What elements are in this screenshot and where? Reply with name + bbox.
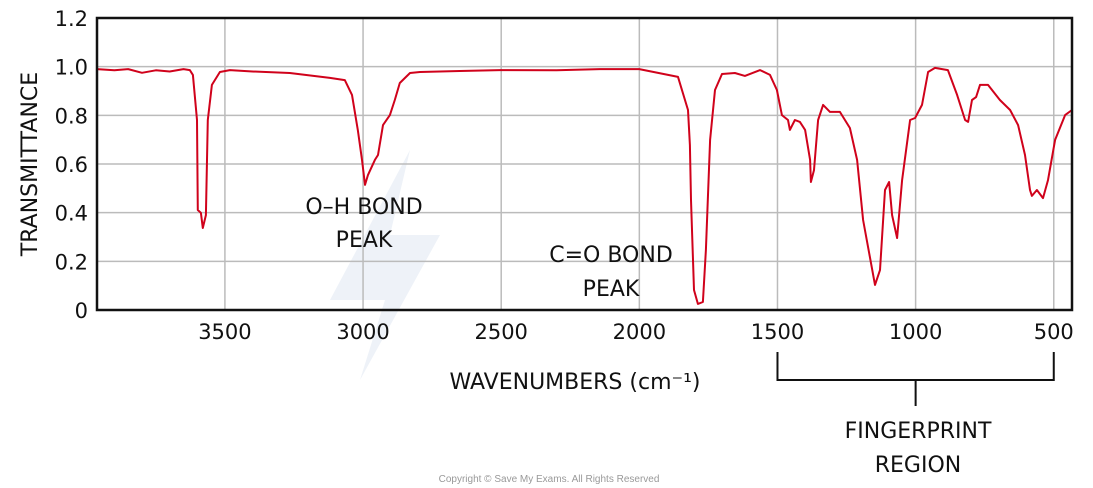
- y-tick-label: 1.2: [55, 7, 88, 31]
- fingerprint-bracket: [776, 352, 1055, 406]
- x-axis-label: WAVENUMBERS (cm⁻¹): [449, 370, 700, 395]
- x-tick-label: 1500: [751, 320, 804, 344]
- y-tick-label: 1.0: [55, 56, 88, 80]
- y-tick-label: 0.6: [55, 153, 88, 177]
- watermark-bolt-icon: [330, 150, 440, 380]
- fingerprint-label-line-2: REGION: [875, 453, 962, 478]
- y-tick-label: 0.2: [55, 250, 88, 274]
- fingerprint-label-line-1: FINGERPRINT: [845, 419, 992, 444]
- oh-annotation-line-1: O–H BOND: [305, 195, 422, 220]
- x-tick-label: 3500: [198, 320, 251, 344]
- x-tick-label: 3000: [336, 320, 389, 344]
- y-tick-label: 0.8: [55, 104, 88, 128]
- y-tick-label: 0: [75, 299, 88, 323]
- x-tick-label: 500: [1034, 320, 1074, 344]
- co-annotation-line-2: PEAK: [583, 277, 640, 302]
- plot-frame: [95, 16, 1074, 312]
- y-axis-label: TRANSMITTANCE: [18, 72, 43, 257]
- x-tick-label: 1000: [889, 320, 942, 344]
- x-tick-labels: 3500 3000 2500 2000 1500 1000 500: [198, 320, 1074, 344]
- spectrum-line: [96, 66, 1073, 305]
- co-annotation-line-1: C=O BOND: [549, 243, 673, 268]
- copyright-text: Copyright © Save My Exams. All Rights Re…: [439, 474, 660, 485]
- oh-annotation-line-2: PEAK: [336, 228, 393, 253]
- y-tick-label: 0.4: [55, 202, 88, 226]
- x-tick-label: 2500: [474, 320, 527, 344]
- watermark-logo: [330, 150, 440, 380]
- x-tick-label: 2000: [613, 320, 666, 344]
- y-tick-labels: 0 0.2 0.4 0.6 0.8 1.0 1.2: [55, 7, 88, 323]
